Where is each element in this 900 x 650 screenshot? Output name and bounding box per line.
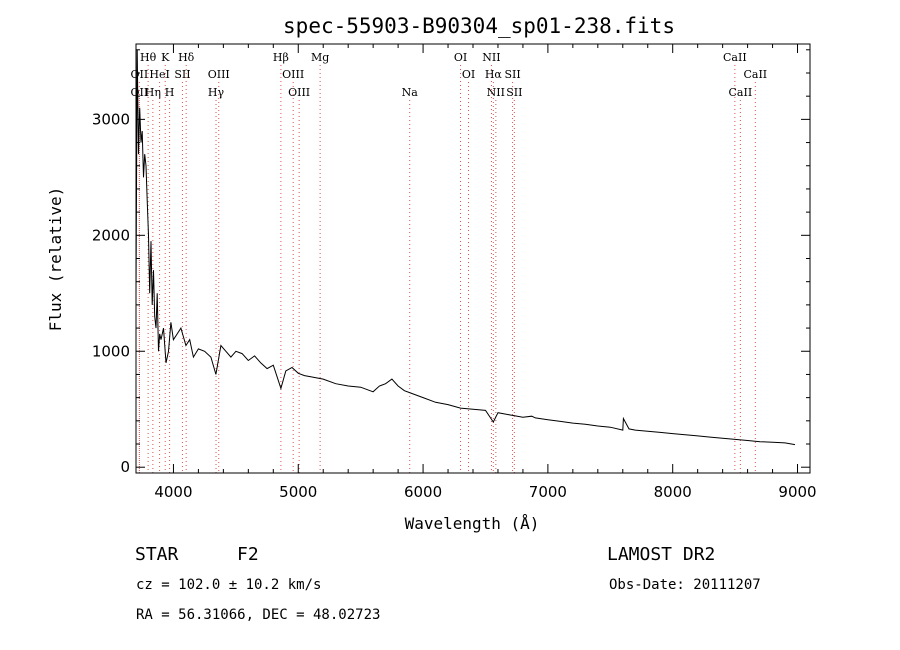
x-tick-label: 7000 bbox=[529, 483, 567, 501]
line-label: OII bbox=[131, 68, 149, 81]
line-label: CaII bbox=[723, 51, 747, 64]
line-label: K bbox=[161, 51, 170, 64]
line-label: SII bbox=[174, 68, 190, 81]
line-label: SII bbox=[504, 68, 520, 81]
spectrum-series-line bbox=[135, 49, 796, 446]
plot-frame bbox=[135, 43, 811, 474]
line-label: H bbox=[165, 86, 175, 99]
y-tick-label: 3000 bbox=[92, 110, 130, 128]
line-label: CaII bbox=[729, 86, 753, 99]
line-label: CaII bbox=[743, 68, 767, 81]
line-label: OIII bbox=[288, 86, 310, 99]
line-label: Hη bbox=[145, 86, 161, 99]
x-tick-label: 6000 bbox=[404, 483, 442, 501]
line-label: NII bbox=[487, 86, 505, 99]
line-label: Mg bbox=[311, 51, 329, 64]
object-subclass: F2 bbox=[237, 544, 259, 565]
ra-dec: RA = 56.31066, DEC = 48.02723 bbox=[136, 607, 380, 623]
obs-date: Obs-Date: 20111207 bbox=[609, 577, 761, 593]
x-tick-label: 4000 bbox=[154, 483, 192, 501]
chart-title: spec-55903-B90304_sp01-238.fits bbox=[283, 14, 675, 38]
y-axis-label: Flux (relative) bbox=[46, 187, 65, 332]
survey-name: LAMOST DR2 bbox=[607, 544, 715, 565]
line-label: OI bbox=[462, 68, 475, 81]
line-label: Hγ bbox=[208, 86, 225, 99]
line-label: Hα bbox=[485, 68, 503, 81]
line-label: OI bbox=[454, 51, 467, 64]
redshift-cz: cz = 102.0 ± 10.2 km/s bbox=[136, 577, 321, 593]
line-label: OII bbox=[131, 86, 149, 99]
line-label: HeI bbox=[149, 68, 169, 81]
x-axis-label: Wavelength (Å) bbox=[405, 514, 540, 533]
line-label: Hθ bbox=[140, 51, 157, 64]
line-label: SII bbox=[506, 86, 522, 99]
x-tick-label: 5000 bbox=[279, 483, 317, 501]
x-tick-label: 9000 bbox=[778, 483, 816, 501]
y-tick-label: 1000 bbox=[92, 342, 130, 360]
x-tick-label: 8000 bbox=[654, 483, 692, 501]
line-label: Hβ bbox=[273, 51, 289, 64]
line-label: OIII bbox=[208, 68, 230, 81]
line-label: OIII bbox=[282, 68, 304, 81]
object-class: STAR bbox=[135, 544, 179, 565]
line-label: NII bbox=[482, 51, 500, 64]
y-tick-label: 2000 bbox=[92, 226, 130, 244]
line-label: Hδ bbox=[178, 51, 195, 64]
y-tick-label: 0 bbox=[120, 458, 130, 476]
line-label: Na bbox=[402, 86, 419, 99]
axis-ticks: 4000 5000 6000 7000 8000 9000 0 1000 2000 3000 bbox=[92, 44, 817, 501]
